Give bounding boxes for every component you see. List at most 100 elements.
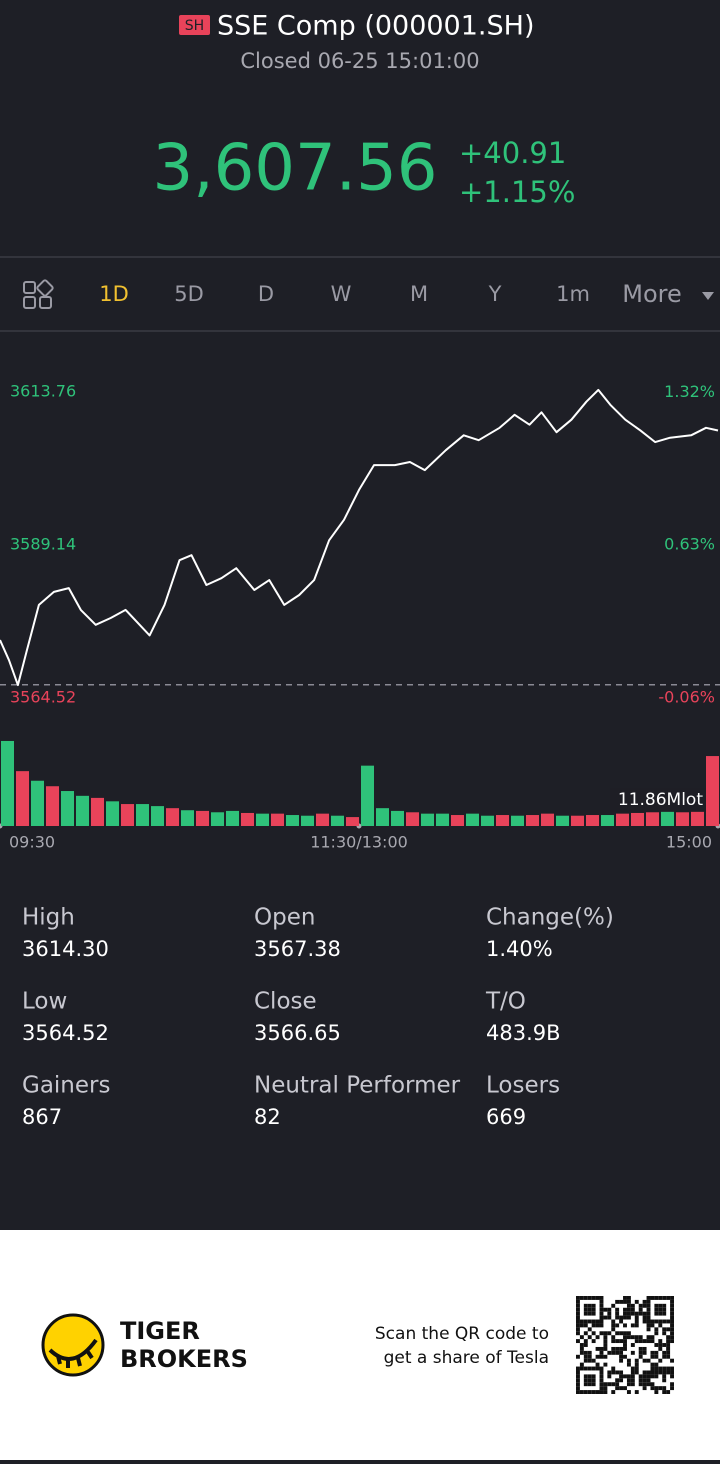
qr-cell — [643, 1382, 647, 1386]
qr-cell — [662, 1367, 666, 1371]
qr-cell — [600, 1374, 604, 1378]
qr-cell — [576, 1320, 580, 1324]
qr-cell — [596, 1363, 600, 1367]
qr-cell — [654, 1327, 658, 1331]
qr-cell — [647, 1378, 651, 1382]
qr-cell — [619, 1386, 623, 1390]
qr-cell — [670, 1367, 674, 1371]
qr-cell — [635, 1370, 639, 1374]
qr-cell — [666, 1355, 670, 1359]
tab[interactable]: More — [622, 280, 682, 308]
qr-cell — [654, 1351, 658, 1355]
stat-label: High — [22, 905, 75, 931]
qr-cell — [662, 1390, 666, 1394]
tab[interactable]: M — [410, 282, 428, 306]
qr-cell — [635, 1390, 639, 1394]
tab[interactable]: 5D — [174, 282, 204, 306]
qr-cell — [662, 1312, 666, 1316]
qr-cell — [666, 1370, 670, 1374]
qr-cell — [662, 1386, 666, 1390]
qr-cell — [600, 1300, 604, 1304]
badge: SH — [185, 18, 204, 34]
x-tick-label: 15:00 — [666, 833, 712, 852]
volume-bar — [556, 816, 569, 826]
promo: Scan the QR code to — [375, 1324, 549, 1344]
qr-cell — [603, 1390, 607, 1394]
qr-cell — [627, 1363, 631, 1367]
qr-cell — [615, 1300, 619, 1304]
qr-cell — [662, 1308, 666, 1312]
qr-cell — [580, 1367, 584, 1371]
qr-cell — [576, 1386, 580, 1390]
qr-cell — [580, 1320, 584, 1324]
qr-cell — [635, 1359, 639, 1363]
qr-cell — [643, 1339, 647, 1343]
volume-bar — [211, 812, 224, 826]
qr-cell — [584, 1359, 588, 1363]
qr-cell — [643, 1374, 647, 1378]
stat-value: 3567.38 — [254, 937, 341, 961]
tab[interactable]: W — [331, 282, 352, 306]
qr-cell — [650, 1367, 654, 1371]
qr-cell — [643, 1351, 647, 1355]
stat-value: 483.9B — [486, 1021, 561, 1045]
volume-bar — [541, 814, 554, 826]
tab[interactable]: Y — [488, 282, 502, 306]
qr-cell — [650, 1335, 654, 1339]
y2-tick-label: 1.32% — [664, 382, 715, 401]
stat-label: Gainers — [22, 1073, 110, 1099]
qr-cell — [662, 1331, 666, 1335]
qr-cell — [631, 1378, 635, 1382]
qr-cell — [576, 1327, 580, 1331]
stat-value: 669 — [486, 1105, 526, 1129]
volume-bar — [586, 815, 599, 826]
qr-cell — [580, 1323, 584, 1327]
qr-cell — [658, 1320, 662, 1324]
qr-cell — [592, 1367, 596, 1371]
qr-cell — [643, 1300, 647, 1304]
qr-cell — [623, 1339, 627, 1343]
stat-label: Change(%) — [486, 905, 614, 931]
qr-cell — [588, 1312, 592, 1316]
qr-cell — [647, 1304, 651, 1308]
qr-cell — [639, 1347, 643, 1351]
qr-cell — [631, 1323, 635, 1327]
qr-cell — [588, 1308, 592, 1312]
qr-cell — [588, 1367, 592, 1371]
qr-cell — [584, 1296, 588, 1300]
qr-cell — [619, 1331, 623, 1335]
qr-cell — [619, 1378, 623, 1382]
volume-bar — [496, 815, 509, 826]
qr-cell — [635, 1312, 639, 1316]
qr-cell — [600, 1390, 604, 1394]
qr-cell — [647, 1308, 651, 1312]
volume-bar — [466, 814, 479, 826]
qr-cell — [666, 1335, 670, 1339]
volume-bar — [616, 814, 629, 826]
qr-cell — [639, 1382, 643, 1386]
qr-cell — [631, 1351, 635, 1355]
qr-cell — [658, 1323, 662, 1327]
x-tick-label: 09:30 — [9, 833, 55, 852]
qr-cell — [639, 1355, 643, 1359]
qr-cell — [603, 1308, 607, 1312]
qr-cell — [643, 1316, 647, 1320]
qr-cell — [580, 1363, 584, 1367]
volume-bar — [271, 814, 284, 826]
qr-cell — [654, 1390, 658, 1394]
qr-cell — [623, 1300, 627, 1304]
qr-cell — [600, 1370, 604, 1374]
tab[interactable]: 1D — [99, 282, 129, 306]
volume-bar — [646, 812, 659, 826]
stat-value: 3564.52 — [22, 1021, 109, 1045]
qr-cell — [662, 1370, 666, 1374]
stat-label: Neutral Performer — [254, 1073, 461, 1099]
qr-cell — [603, 1316, 607, 1320]
tab[interactable]: D — [258, 282, 274, 306]
qr-cell — [658, 1386, 662, 1390]
qr-cell — [623, 1331, 627, 1335]
qr-cell — [670, 1335, 674, 1339]
qr-cell — [639, 1312, 643, 1316]
tab[interactable]: 1m — [556, 282, 590, 306]
volume-bar — [406, 812, 419, 826]
